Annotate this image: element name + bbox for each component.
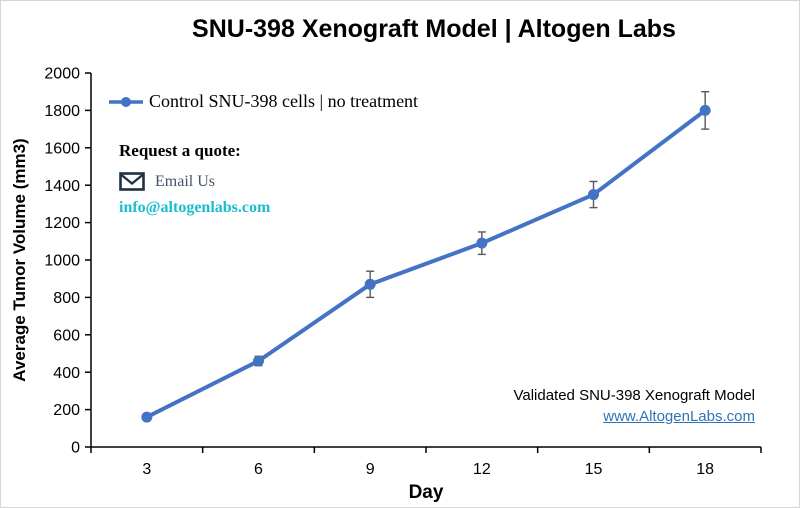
- x-tick-label: 15: [585, 461, 603, 478]
- y-tick-label: 1600: [44, 140, 80, 157]
- email-us-link[interactable]: Email Us: [155, 172, 215, 190]
- x-tick-label: 12: [473, 461, 491, 478]
- x-tick-label: 3: [142, 461, 151, 478]
- y-tick-label: 0: [71, 440, 80, 457]
- y-axis-title: Average Tumor Volume (mm3): [10, 138, 29, 381]
- y-tick-label: 2000: [44, 66, 80, 83]
- footer-note: Validated SNU-398 Xenograft Model www.Al…: [513, 385, 755, 427]
- legend: Control SNU-398 cells | no treatment: [107, 91, 418, 112]
- y-tick-label: 800: [53, 290, 80, 307]
- y-tick-label: 400: [53, 365, 80, 382]
- y-tick-label: 600: [53, 327, 80, 344]
- x-tick-label: 18: [696, 461, 714, 478]
- data-point-marker: [253, 355, 264, 367]
- data-point-marker: [141, 411, 153, 423]
- y-tick-label: 1200: [44, 215, 80, 232]
- data-point-marker: [476, 237, 488, 249]
- email-envelope-icon[interactable]: [119, 172, 145, 191]
- data-point-marker: [588, 189, 599, 201]
- data-point-marker: [699, 104, 711, 116]
- data-point-marker: [364, 278, 376, 290]
- website-link[interactable]: www.AltogenLabs.com: [603, 408, 755, 425]
- x-axis-title: Day: [409, 482, 444, 503]
- y-tick-label: 1000: [44, 253, 80, 270]
- email-row: Email Us: [119, 172, 270, 191]
- email-address-link[interactable]: info@altogenlabs.com: [119, 199, 271, 216]
- x-tick-label: 9: [366, 461, 375, 478]
- validated-note: Validated SNU-398 Xenograft Model: [513, 387, 755, 404]
- y-tick-label: 1400: [44, 178, 80, 195]
- request-quote-heading: Request a quote:: [119, 141, 241, 160]
- legend-label: Control SNU-398 cells | no treatment: [149, 91, 419, 111]
- y-tick-label: 200: [53, 402, 80, 419]
- legend-line-marker-swatch: [109, 96, 143, 107]
- chart-title: SNU-398 Xenograft Model | Altogen Labs: [192, 15, 676, 43]
- y-tick-label: 1800: [44, 103, 80, 120]
- request-quote-block: Request a quote: Email Us info@altogenla…: [119, 141, 270, 217]
- x-tick-label: 6: [254, 461, 263, 478]
- series-line: [144, 108, 708, 420]
